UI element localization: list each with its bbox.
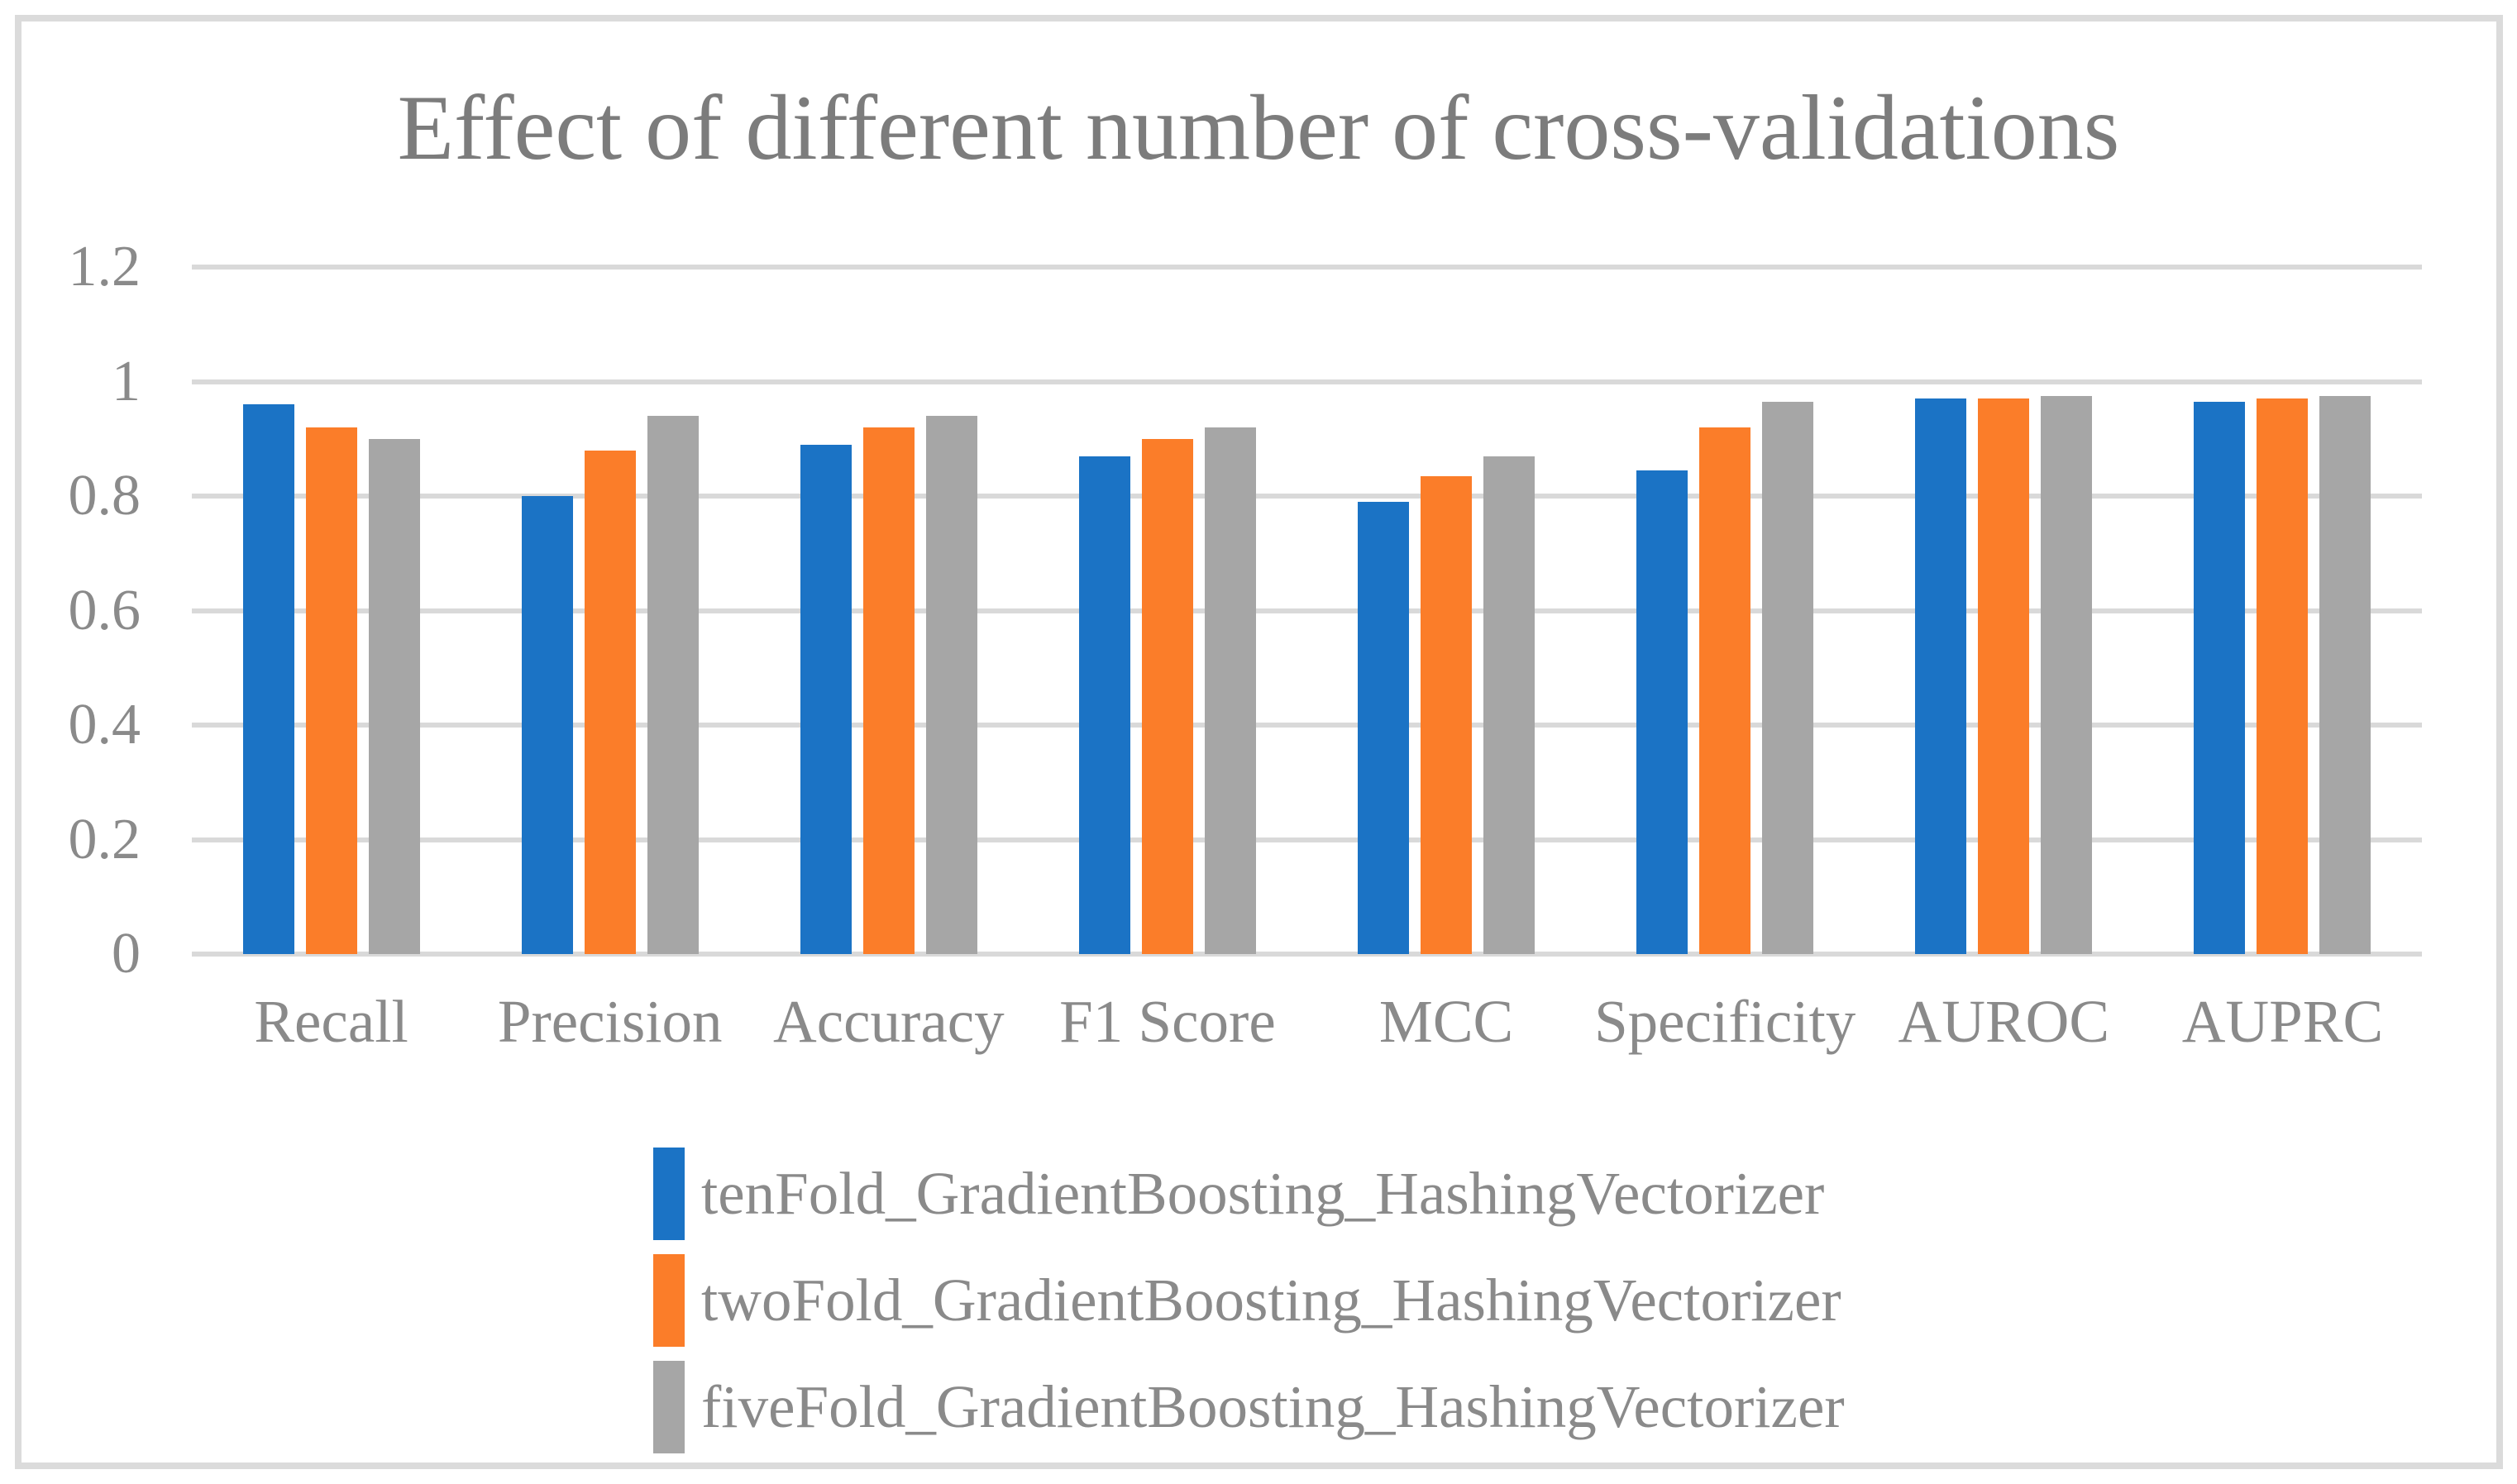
bar-tenfold-f1-score: [1078, 456, 1130, 954]
gridline-0-2: [192, 837, 2422, 842]
bar-fivefold-specificity: [1762, 401, 1814, 954]
x-axis-labels: Recall Precision Accuracy F1 Score MCC Specif…: [192, 988, 2422, 1055]
gridline-0-6: [192, 608, 2422, 613]
legend-label-fivefold: fiveFold_GradientBoosting_HashingVectori…: [701, 1373, 1845, 1440]
bar-fivefold-mcc: [1483, 456, 1536, 954]
legend-swatch-twofold: [653, 1254, 685, 1347]
gridline-0-4: [192, 723, 2422, 728]
y-tick-label-1-2: 1.2: [68, 235, 141, 298]
bar-twofold-auroc: [1978, 398, 2030, 954]
x-axis-label-mcc: MCC: [1378, 988, 1514, 1055]
bar-twofold-specificity: [1699, 427, 1751, 954]
y-tick-label-0-2: 0.2: [68, 807, 141, 871]
bar-twofold-accuracy: [862, 427, 915, 954]
x-axis-label-f1-score: F1 Score: [1059, 988, 1276, 1055]
y-tick-label-0-6: 0.6: [68, 578, 141, 642]
bar-tenfold-precision: [521, 496, 573, 954]
x-axis-label-accuracy: Accuracy: [772, 988, 1005, 1055]
bar-fivefold-recall: [368, 438, 420, 954]
legend-swatch-tenfold: [653, 1148, 685, 1240]
bar-fivefold-precision: [647, 416, 699, 954]
bar-groups: [192, 267, 2422, 954]
gridline-1: [192, 379, 2422, 384]
legend-label-tenfold: tenFold_GradientBoosting_HashingVectoriz…: [701, 1160, 1825, 1227]
bar-fivefold-auroc: [2041, 395, 2093, 954]
x-axis-label-auprc: AUPRC: [2181, 988, 2384, 1055]
chart-title: Effect of different number of cross-vali…: [397, 77, 2120, 179]
legend-item-fivefold: fiveFold_GradientBoosting_HashingVectori…: [653, 1361, 1845, 1453]
legend-item-twofold: twoFold_GradientBoosting_HashingVectoriz…: [653, 1254, 1845, 1347]
bar-group-specificity: [1586, 267, 1865, 954]
gridline-1-2: [192, 265, 2422, 270]
y-tick-label-0: 0: [112, 922, 141, 985]
legend-swatch-fivefold: [653, 1361, 685, 1453]
x-axis-label-recall: Recall: [254, 988, 408, 1055]
bar-group-auprc: [2143, 267, 2422, 954]
gridline-0-8: [192, 494, 2422, 499]
bar-fivefold-auprc: [2319, 395, 2371, 954]
y-tick-label-0-8: 0.8: [68, 464, 141, 527]
legend-label-twofold: twoFold_GradientBoosting_HashingVectoriz…: [701, 1267, 1841, 1334]
legend-item-tenfold: tenFold_GradientBoosting_HashingVectoriz…: [653, 1148, 1845, 1240]
plot-area: 1.2 1 0.8 0.6 0.4 0.2 0 Recall Precision Accurac…: [69, 235, 2422, 1055]
y-tick-label-0-4: 0.4: [68, 693, 141, 756]
bar-fivefold-accuracy: [925, 416, 977, 954]
bar-twofold-precision: [584, 450, 636, 954]
bar-tenfold-recall: [242, 404, 294, 954]
y-tick-label-1: 1: [112, 349, 141, 413]
x-axis-label-precision: Precision: [497, 988, 723, 1055]
legend: tenFold_GradientBoosting_HashingVectoriz…: [653, 1148, 1845, 1467]
bar-group-recall: [192, 267, 470, 954]
bar-tenfold-mcc: [1358, 501, 1410, 954]
bar-tenfold-auroc: [1915, 398, 1967, 954]
x-axis-label-specificity: Specificity: [1594, 988, 1856, 1055]
bar-twofold-mcc: [1421, 475, 1473, 954]
bar-group-accuracy: [749, 267, 1028, 954]
bar-twofold-f1-score: [1141, 438, 1193, 954]
bar-group-f1-score: [1028, 267, 1306, 954]
bar-tenfold-accuracy: [800, 444, 852, 954]
bar-tenfold-auprc: [2194, 401, 2246, 954]
bar-tenfold-specificity: [1636, 470, 1688, 954]
bar-twofold-recall: [305, 427, 357, 954]
x-axis-label-auroc: AUROC: [1898, 988, 2110, 1055]
bar-group-mcc: [1307, 267, 1586, 954]
bar-group-precision: [470, 267, 749, 954]
gridline-0: [192, 952, 2422, 957]
bar-group-auroc: [1865, 267, 2143, 954]
bar-fivefold-f1-score: [1204, 427, 1256, 954]
bar-twofold-auprc: [2257, 398, 2309, 954]
